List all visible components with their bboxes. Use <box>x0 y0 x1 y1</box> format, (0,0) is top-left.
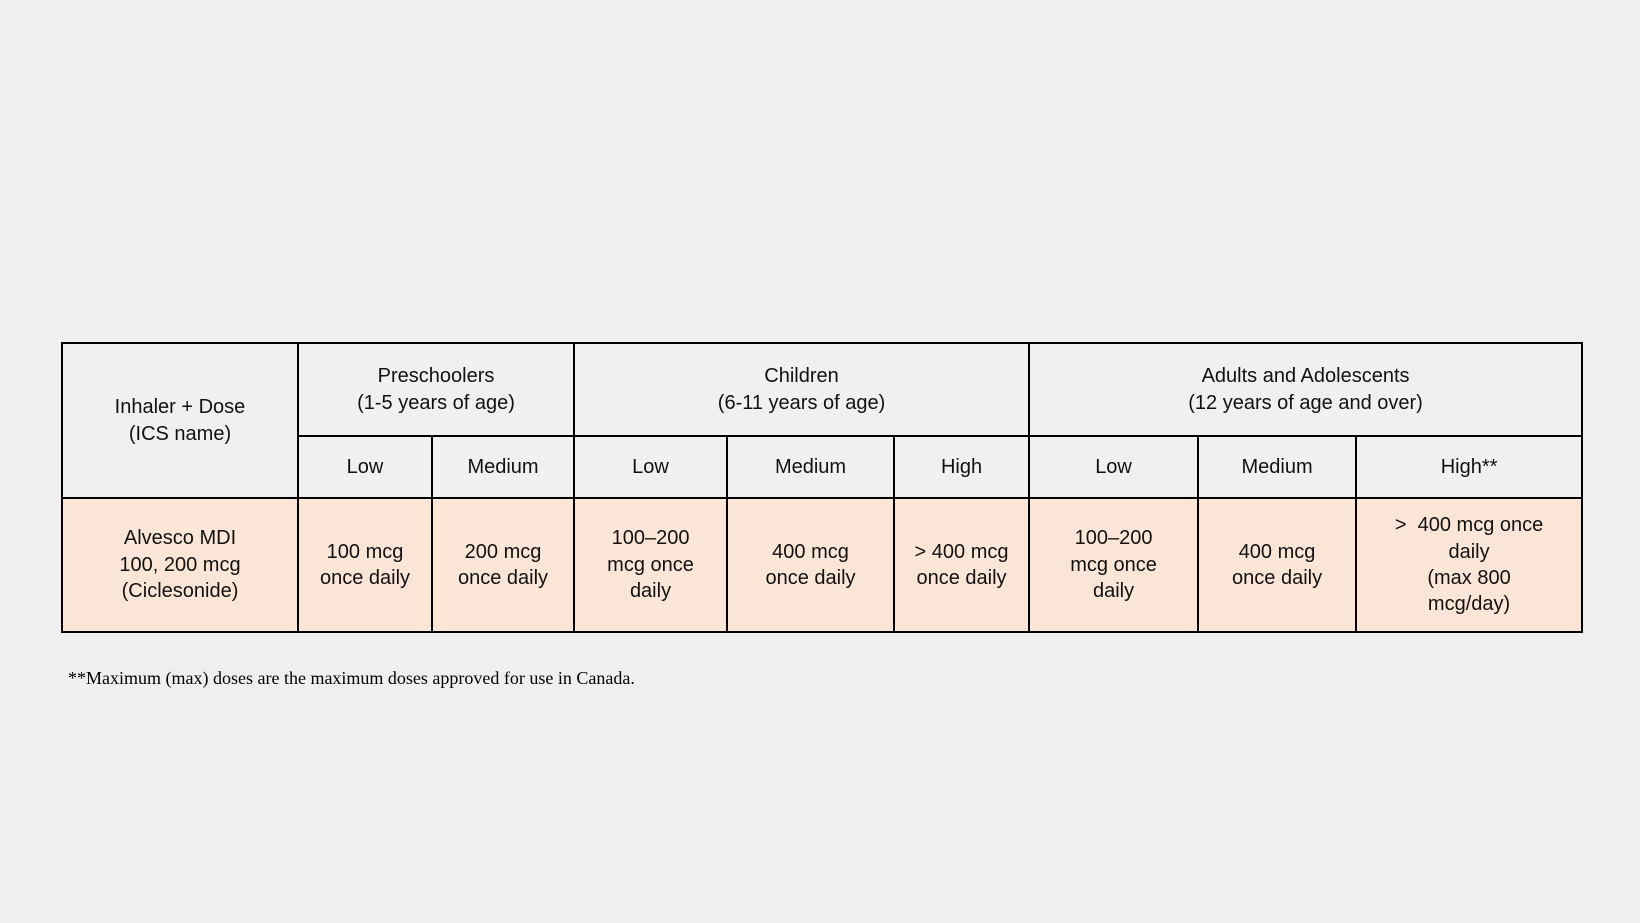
subheader-children-high: High <box>893 435 1031 499</box>
cell-adults-medium-dose: 400 mcg once daily <box>1197 497 1358 633</box>
subheader-children-medium: Medium <box>726 435 896 499</box>
group-header-preschoolers: Preschoolers (1-5 years of age) <box>296 342 576 437</box>
cell-adults-high-dose: > 400 mcg once daily (max 800 mcg/day) <box>1355 497 1584 633</box>
group-header-row: Inhaler + Dose (ICS name) Preschoolers (… <box>61 342 1584 499</box>
corner-header-inhaler-dose: Inhaler + Dose (ICS name) <box>61 342 299 499</box>
subheader-adults-high: High** <box>1355 435 1584 499</box>
subheader-row: Low Medium Low Medium High Low Medium Hi… <box>62 435 1584 499</box>
subheader-adults-low: Low <box>1028 435 1200 499</box>
cell-children-high-dose: > 400 mcg once daily <box>893 497 1031 633</box>
group-header-children: Children (6-11 years of age) <box>573 342 1031 437</box>
ics-dosing-table: Inhaler + Dose (ICS name) Preschoolers (… <box>61 342 1584 633</box>
subheader-children-low: Low <box>573 435 729 499</box>
cell-preschoolers-medium-dose: 200 mcg once daily <box>430 497 576 633</box>
subheader-preschoolers-medium: Medium <box>430 435 576 499</box>
subheader-adults-medium: Medium <box>1197 435 1358 499</box>
cell-adults-low-dose: 100–200 mcg once daily <box>1028 497 1200 633</box>
cell-children-low-dose: 100–200 mcg once daily <box>573 497 729 633</box>
cell-inhaler-name: Alvesco MDI 100, 200 mcg (Ciclesonide) <box>61 497 299 633</box>
cell-preschoolers-low-dose: 100 mcg once daily <box>297 497 433 633</box>
table-row-alvesco: Alvesco MDI 100, 200 mcg (Ciclesonide) 1… <box>61 497 1584 633</box>
max-dose-footnote: **Maximum (max) doses are the maximum do… <box>68 668 635 688</box>
subheader-preschoolers-low: Low <box>297 435 433 499</box>
cell-children-medium-dose: 400 mcg once daily <box>726 497 896 633</box>
group-header-adults-adolescents: Adults and Adolescents (12 years of age … <box>1028 342 1584 437</box>
